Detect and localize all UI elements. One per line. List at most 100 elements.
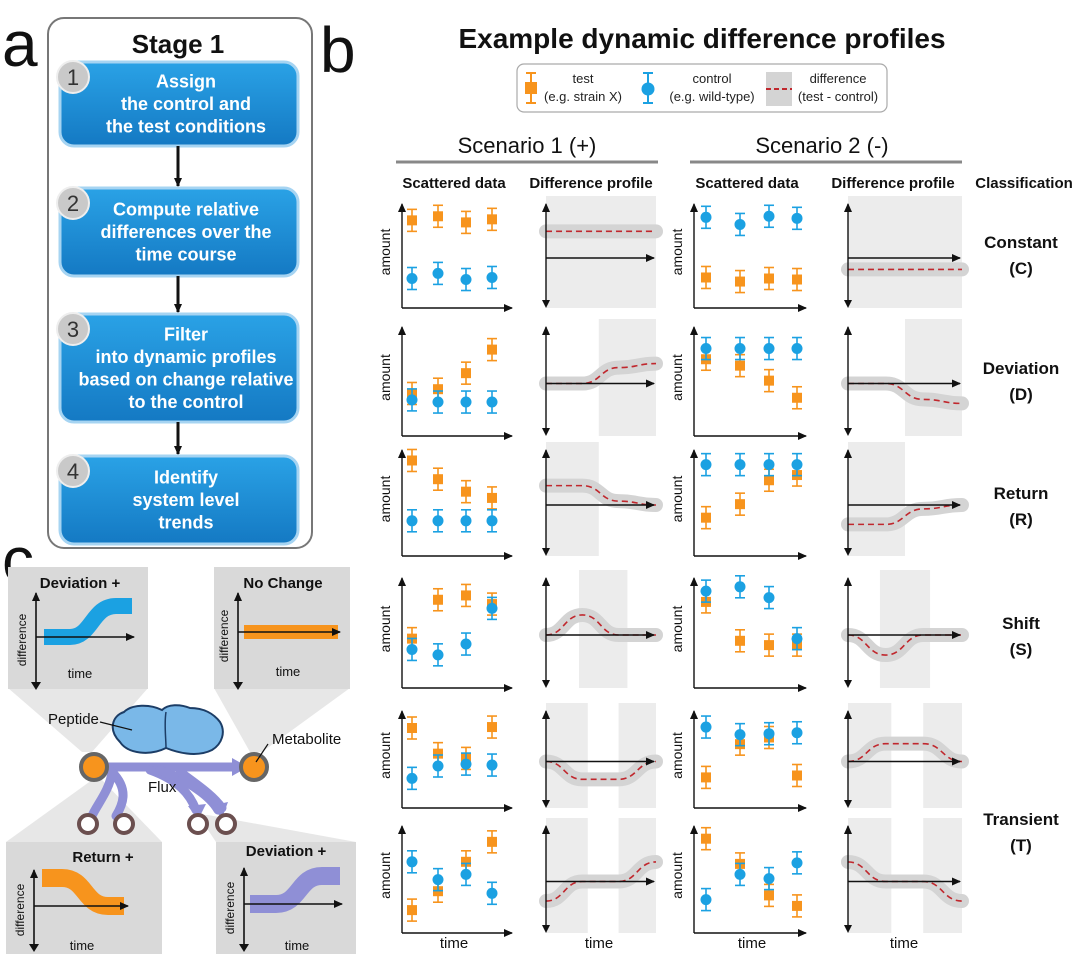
control-point — [460, 390, 472, 414]
control-point — [763, 585, 775, 610]
step-text: to the control — [129, 392, 244, 412]
inset-xlabel: time — [276, 664, 301, 679]
control-marker — [763, 592, 775, 604]
control-point — [734, 722, 746, 747]
scatter-plot: amount — [669, 710, 807, 812]
step-number-badge — [56, 312, 90, 346]
control-marker — [406, 772, 418, 784]
difference-profile — [539, 196, 663, 308]
test-point — [792, 894, 802, 918]
class-deviation-code: (D) — [1009, 385, 1033, 404]
test-marker — [764, 640, 774, 651]
class-transient-name: Transient — [983, 810, 1059, 829]
test-point — [487, 486, 497, 510]
y-axis-label: amount — [669, 732, 685, 779]
class-shift-name: Shift — [1002, 614, 1040, 633]
control-point — [791, 851, 803, 875]
control-point — [460, 752, 472, 776]
control-marker — [486, 396, 498, 408]
step-text: based on change relative — [78, 369, 293, 389]
step-text: Filter — [164, 324, 208, 344]
legend-difference-label: difference — [810, 71, 867, 86]
control-point — [486, 753, 498, 777]
control-marker — [763, 343, 775, 355]
control-marker — [432, 396, 444, 408]
control-point — [791, 452, 803, 477]
test-point — [487, 830, 497, 854]
col-header-classification: Classification — [975, 175, 1073, 192]
test-marker — [701, 772, 711, 783]
control-point — [460, 632, 472, 656]
control-point — [486, 390, 498, 414]
control-marker — [700, 894, 712, 906]
control-point — [791, 336, 803, 361]
difference-profile — [841, 196, 969, 308]
legend-test-sub: (e.g. strain X) — [544, 89, 622, 104]
test-point — [701, 765, 711, 790]
class-transient-code: (T) — [1010, 836, 1032, 855]
classification-labels: Constant (C) Deviation (D) Return (R) Sh… — [983, 233, 1060, 855]
test-marker — [701, 833, 711, 844]
test-marker — [461, 856, 471, 867]
step-number: 1 — [67, 65, 79, 90]
control-marker — [791, 212, 803, 224]
control-point — [763, 336, 775, 361]
test-point — [461, 210, 471, 235]
inset-xlabel: time — [70, 938, 95, 953]
test-marker — [487, 344, 497, 355]
test-marker — [433, 748, 443, 759]
control-marker — [700, 721, 712, 733]
metabolite-label: Metabolite — [272, 731, 341, 748]
class-return-name: Return — [994, 484, 1049, 503]
control-marker — [734, 729, 746, 741]
y-axis-down-arrow — [542, 548, 550, 556]
difference-profile — [841, 319, 969, 436]
difference-line — [546, 484, 657, 506]
panel-b-title: Example dynamic difference profiles — [458, 23, 945, 54]
y-axis-down-arrow — [844, 800, 852, 808]
y-axis-label: amount — [377, 354, 393, 401]
highlight-column — [546, 196, 656, 308]
legend-difference-sub: (test - control) — [798, 89, 878, 104]
control-point — [432, 390, 444, 414]
control-marker — [734, 581, 746, 593]
control-point — [763, 866, 775, 891]
test-marker — [735, 360, 745, 371]
difference-profile — [539, 570, 663, 688]
y-axis-down-arrow — [542, 428, 550, 436]
scatter-plot: amount — [377, 203, 513, 312]
control-marker — [460, 868, 472, 880]
control-point — [460, 862, 472, 887]
control-point — [432, 508, 444, 533]
test-marker — [407, 455, 417, 466]
control-marker — [406, 273, 418, 284]
control-point — [432, 261, 444, 286]
test-marker — [407, 723, 417, 733]
control-point — [460, 267, 472, 292]
inset-ylabel: difference — [15, 613, 29, 666]
metabolite-node — [77, 813, 99, 835]
test-point — [433, 587, 443, 612]
difference-line — [847, 742, 963, 763]
highlight-column — [848, 442, 905, 556]
step-box — [58, 454, 300, 546]
test-marker — [487, 722, 497, 733]
test-point — [764, 368, 774, 393]
control-marker — [700, 211, 712, 223]
step-text: system level — [132, 490, 239, 510]
step-text: the test conditions — [106, 117, 266, 137]
control-marker — [432, 267, 444, 279]
test-point — [735, 492, 745, 516]
control-marker — [791, 633, 803, 645]
control-point — [791, 626, 803, 651]
y-axis-label: amount — [669, 354, 685, 401]
inset-xlabel: time — [285, 938, 310, 953]
step-number: 2 — [67, 191, 79, 216]
scatter-plot: amount — [377, 326, 513, 440]
legend-test-marker — [525, 72, 537, 104]
panel-label-a: a — [2, 8, 38, 80]
control-point — [406, 388, 418, 412]
